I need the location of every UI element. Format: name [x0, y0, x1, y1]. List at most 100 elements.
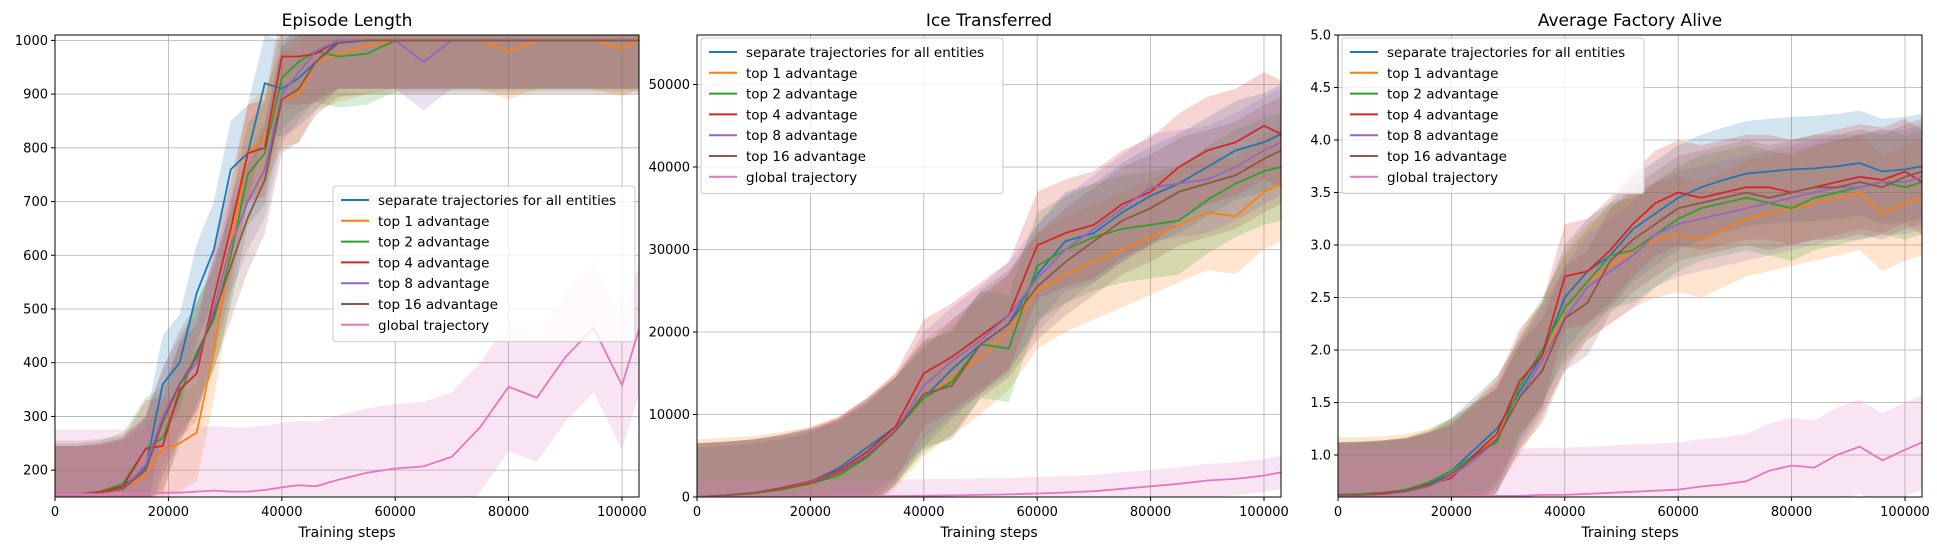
y-tick-label: 1.0 — [1310, 449, 1331, 464]
series-band — [55, 35, 639, 497]
legend-label: global trajectory — [1387, 170, 1498, 186]
x-tick-label: 60000 — [1017, 505, 1058, 520]
legend-label: top 8 advantage — [746, 128, 857, 144]
chart-title: Average Factory Alive — [1538, 11, 1722, 31]
legend-label: top 4 advantage — [746, 107, 857, 123]
y-tick-label: 4.0 — [1310, 134, 1331, 149]
axes-frame — [696, 34, 1282, 498]
legend-label: top 16 advantage — [378, 297, 498, 313]
series-band — [697, 84, 1281, 497]
x-tick-label: 20000 — [148, 505, 189, 520]
legend-label: global trajectory — [746, 170, 857, 186]
series-band — [1338, 134, 1922, 497]
y-tick-label: 50000 — [649, 78, 690, 93]
series-line — [1338, 175, 1922, 496]
legend-box — [700, 37, 1004, 195]
y-tick-label: 900 — [23, 88, 48, 103]
y-tick-label: 20000 — [649, 326, 690, 341]
series-band — [697, 125, 1281, 497]
series-band — [1338, 129, 1922, 497]
x-axis-label: Training steps — [939, 525, 1037, 541]
x-tick-label: 100000 — [597, 505, 647, 520]
series-line — [1338, 181, 1922, 496]
axes-frame — [54, 34, 640, 498]
legend-box — [1341, 37, 1645, 195]
x-tick-label: 80000 — [1130, 505, 1171, 520]
x-axis-label: Training steps — [1580, 525, 1678, 541]
series-band — [697, 88, 1281, 497]
x-tick-label: 0 — [693, 505, 701, 520]
y-tick-label: 30000 — [649, 243, 690, 258]
legend-label: separate trajectories for all entities — [746, 45, 984, 61]
y-tick-label: 1.5 — [1310, 396, 1331, 411]
legend: separate trajectories for all entities to… — [332, 185, 636, 343]
x-tick-label: 80000 — [1771, 505, 1812, 520]
y-tick-label: 3.0 — [1310, 239, 1331, 254]
plot-area — [1338, 110, 1922, 497]
x-tick-label: 80000 — [488, 505, 529, 520]
series-band — [55, 263, 639, 497]
y-tick-label: 200 — [23, 464, 48, 479]
y-tick-label: 2.5 — [1310, 291, 1331, 306]
series-band — [55, 35, 639, 497]
series-line — [1338, 170, 1922, 496]
series-band — [55, 35, 639, 497]
series-line — [1338, 162, 1922, 496]
legend-label: top 8 advantage — [378, 276, 489, 292]
y-tick-label: 5.0 — [1310, 29, 1331, 44]
x-tick-label: 60000 — [375, 505, 416, 520]
plot-area — [697, 72, 1281, 497]
legend-label: top 16 advantage — [746, 149, 866, 165]
x-tick-label: 20000 — [790, 505, 831, 520]
legend-label: top 1 advantage — [746, 66, 857, 82]
y-tick-label: 2.0 — [1310, 344, 1331, 359]
x-tick-label: 40000 — [1544, 505, 1585, 520]
legend: separate trajectories for all entities to… — [1341, 37, 1645, 195]
series-line — [55, 39, 639, 496]
legend-label: top 1 advantage — [378, 214, 489, 230]
legend: separate trajectories for all entities to… — [700, 37, 1004, 195]
series-band — [697, 455, 1281, 497]
axes-frame — [1337, 34, 1923, 498]
legend-label: top 16 advantage — [1387, 149, 1507, 165]
series-band — [697, 96, 1281, 497]
series-band — [1338, 124, 1922, 497]
x-tick-label: 100000 — [1239, 505, 1289, 520]
series-line — [55, 39, 639, 496]
legend-label: separate trajectories for all entities — [1387, 45, 1625, 61]
y-tick-label: 300 — [23, 410, 48, 425]
y-tick-label: 0 — [682, 491, 690, 506]
y-tick-label: 600 — [23, 249, 48, 264]
legend-label: top 1 advantage — [1387, 66, 1498, 82]
y-tick-label: 4.5 — [1310, 81, 1331, 96]
legend-label: top 8 advantage — [1387, 128, 1498, 144]
chart-panel-1: 0 20000 40000 60000 80000 100000 200 300 400 500 6… — [15, 11, 647, 541]
series-band — [697, 113, 1281, 497]
series-band — [1338, 395, 1922, 497]
y-tick-label: 500 — [23, 302, 48, 317]
plot-area — [55, 35, 639, 497]
chart-panel-3: 0 20000 40000 60000 80000 100000 1.0 1.5 2.0 2.5 3… — [1310, 11, 1929, 541]
legend-label: top 2 advantage — [1387, 87, 1498, 103]
x-tick-label: 0 — [51, 505, 59, 520]
series-band — [55, 35, 639, 497]
chart-title: Ice Transferred — [926, 11, 1052, 31]
legend-label: separate trajectories for all entities — [378, 193, 616, 209]
series-band — [55, 35, 639, 497]
y-tick-label: 10000 — [649, 408, 690, 423]
legend-label: top 2 advantage — [746, 87, 857, 103]
legend-box — [332, 185, 636, 343]
series-line — [697, 149, 1281, 497]
x-tick-label: 20000 — [1431, 505, 1472, 520]
x-tick-label: 40000 — [261, 505, 302, 520]
legend-label: top 4 advantage — [1387, 107, 1498, 123]
legend-label: top 4 advantage — [378, 255, 489, 271]
series-band — [1338, 110, 1922, 497]
y-tick-label: 1000 — [15, 34, 48, 49]
y-tick-label: 800 — [23, 141, 48, 156]
y-tick-label: 40000 — [649, 161, 690, 176]
legend-label: top 2 advantage — [378, 235, 489, 251]
x-tick-label: 0 — [1334, 505, 1342, 520]
series-band — [1338, 119, 1922, 497]
